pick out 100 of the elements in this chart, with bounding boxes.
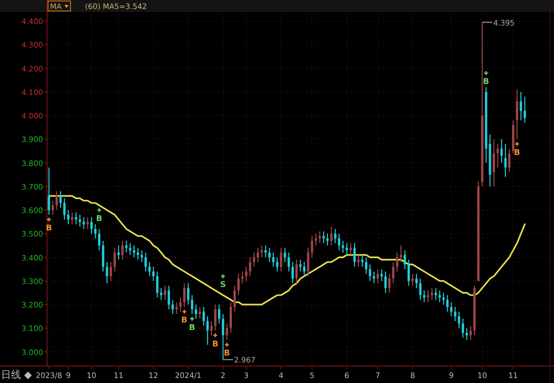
candlestick bbox=[230, 302, 232, 334]
candlestick bbox=[114, 247, 116, 272]
candlestick bbox=[303, 262, 306, 277]
candlestick bbox=[214, 304, 216, 332]
candlestick bbox=[125, 240, 128, 254]
candlestick bbox=[144, 252, 147, 272]
candlestick bbox=[183, 282, 186, 308]
candlestick bbox=[466, 328, 468, 341]
candlestick bbox=[129, 242, 132, 256]
candlestick bbox=[411, 273, 414, 286]
candlestick bbox=[264, 245, 267, 258]
candlestick bbox=[380, 268, 383, 282]
candlestick bbox=[469, 325, 472, 341]
candlestick bbox=[292, 262, 294, 284]
candlestick bbox=[187, 282, 190, 306]
candlestick bbox=[361, 254, 364, 268]
candlestick bbox=[392, 262, 394, 284]
candlestick bbox=[175, 302, 178, 315]
candlestick bbox=[276, 256, 278, 272]
candlestick bbox=[524, 96, 526, 124]
candlestick bbox=[233, 285, 236, 312]
candlestick bbox=[400, 245, 402, 263]
candlestick bbox=[70, 212, 74, 225]
candlestick bbox=[284, 247, 286, 263]
candlestick bbox=[426, 290, 430, 303]
candlestick bbox=[350, 242, 352, 256]
point bbox=[182, 309, 187, 314]
candlestick bbox=[179, 296, 182, 312]
candlestick bbox=[408, 259, 410, 286]
candlestick bbox=[94, 224, 97, 239]
candlestick bbox=[434, 288, 437, 300]
data-label: B bbox=[483, 77, 490, 86]
candlestick bbox=[248, 256, 252, 277]
candlestick bbox=[152, 266, 155, 282]
candlestick bbox=[52, 200, 54, 216]
candlestick bbox=[256, 247, 260, 263]
candlestick bbox=[508, 148, 510, 173]
candlestick bbox=[346, 242, 348, 256]
candlestick bbox=[318, 230, 321, 244]
candlestick bbox=[102, 240, 104, 272]
text: 日线 ◆ bbox=[1, 369, 32, 381]
candlestick bbox=[322, 230, 325, 244]
candlestick bbox=[492, 138, 495, 187]
candlestick bbox=[419, 278, 422, 300]
candlestick bbox=[202, 306, 205, 326]
data-label: B bbox=[46, 224, 52, 233]
candlestick bbox=[462, 318, 464, 338]
candlestick bbox=[218, 304, 220, 324]
candlestick bbox=[132, 245, 136, 258]
candlestick bbox=[260, 245, 263, 258]
candlestick bbox=[388, 273, 391, 294]
candlestick bbox=[245, 266, 248, 282]
data-label: B bbox=[212, 339, 218, 348]
candlestick bbox=[168, 285, 170, 310]
candlestick bbox=[372, 271, 376, 284]
candlestick bbox=[342, 240, 344, 254]
candlestick bbox=[86, 216, 89, 230]
data-label: S bbox=[220, 280, 226, 290]
data-label: B bbox=[181, 316, 188, 325]
candlestick bbox=[160, 288, 162, 300]
candlestick bbox=[365, 256, 368, 274]
candlestick bbox=[330, 226, 333, 246]
point bbox=[212, 332, 218, 338]
candlestick bbox=[110, 262, 112, 282]
data-label: B bbox=[224, 348, 230, 358]
candlestick bbox=[98, 228, 100, 251]
candlestick bbox=[241, 271, 244, 284]
candlestick bbox=[268, 247, 271, 263]
candlestick bbox=[442, 292, 445, 306]
candlestick bbox=[496, 143, 499, 168]
candlestick bbox=[172, 299, 174, 315]
candlestick bbox=[396, 252, 398, 272]
line-series bbox=[48, 195, 526, 306]
candlestick bbox=[82, 216, 85, 230]
candlestick bbox=[156, 271, 158, 298]
candlestick bbox=[376, 268, 379, 284]
candlestick bbox=[288, 252, 290, 272]
candlestick bbox=[314, 233, 318, 246]
candlestick bbox=[198, 306, 201, 320]
candlestick bbox=[226, 322, 228, 341]
candlestick bbox=[404, 250, 406, 270]
candlestick bbox=[334, 228, 336, 244]
candlestick bbox=[74, 212, 78, 225]
candlestick bbox=[357, 254, 360, 268]
candlestick bbox=[415, 273, 418, 289]
candlestick bbox=[63, 198, 66, 220]
data-label: B bbox=[96, 214, 102, 224]
candlestick bbox=[272, 252, 274, 268]
candlestick bbox=[306, 247, 310, 277]
candlestick bbox=[438, 290, 441, 303]
candlestick bbox=[299, 259, 302, 272]
candlestick bbox=[78, 214, 82, 228]
candlestick bbox=[67, 210, 70, 225]
data-label: B bbox=[189, 322, 196, 332]
candlestick bbox=[454, 306, 456, 322]
candlestick bbox=[140, 250, 143, 263]
candlestick bbox=[136, 247, 140, 260]
candlestick bbox=[117, 245, 120, 260]
candlestick bbox=[56, 190, 58, 211]
candlestick bbox=[450, 302, 452, 317]
